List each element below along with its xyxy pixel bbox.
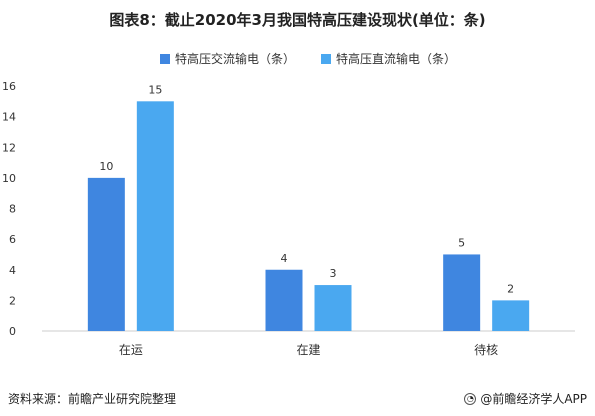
bar — [314, 285, 352, 331]
chart-title: 图表8：截止2020年3月我国特高压建设现状(单位：条) — [109, 11, 486, 29]
y-tick-label: 10 — [2, 172, 16, 185]
y-tick-label: 0 — [9, 325, 16, 338]
x-tick-label: 待核 — [474, 343, 498, 357]
y-tick-label: 2 — [9, 294, 16, 307]
bar-value-label: 15 — [148, 83, 162, 96]
bar-value-label: 4 — [281, 252, 288, 265]
x-tick-label: 在建 — [296, 343, 320, 357]
y-tick-label: 6 — [9, 233, 16, 246]
source-note: 资料来源：前瞻产业研究院整理 — [8, 392, 177, 406]
bar-value-label: 3 — [330, 267, 337, 280]
bar-value-label: 10 — [99, 160, 113, 173]
bar — [87, 177, 125, 331]
bar-value-label: 5 — [458, 236, 465, 249]
legend-item-ac: 特高压交流输电（条） — [160, 50, 295, 67]
y-tick-label: 14 — [2, 111, 16, 124]
legend: 特高压交流输电（条） 特高压直流输电（条） — [160, 50, 482, 67]
bar — [492, 300, 530, 331]
y-tick-label: 16 — [2, 80, 16, 93]
legend-label-ac: 特高压交流输电（条） — [175, 52, 296, 66]
x-tick-label: 在运 — [119, 343, 143, 357]
y-tick-label: 8 — [9, 203, 16, 216]
legend-swatch-dc — [321, 53, 332, 64]
y-tick-label: 12 — [2, 141, 16, 154]
bar-value-label: 2 — [507, 282, 514, 295]
bar — [265, 269, 303, 331]
qianzhan-logo-icon: ◔ — [464, 392, 477, 405]
legend-swatch-ac — [160, 53, 170, 64]
legend-item-dc: 特高压直流输电（条） — [321, 50, 456, 67]
brand-label: @前瞻经济学人APP — [480, 392, 587, 406]
legend-label-dc: 特高压直流输电（条） — [336, 52, 457, 66]
bar — [136, 101, 174, 331]
bar — [443, 254, 481, 331]
brand-credit: ◔ @前瞻经济学人APP — [464, 390, 587, 407]
y-tick-label: 4 — [9, 264, 16, 277]
